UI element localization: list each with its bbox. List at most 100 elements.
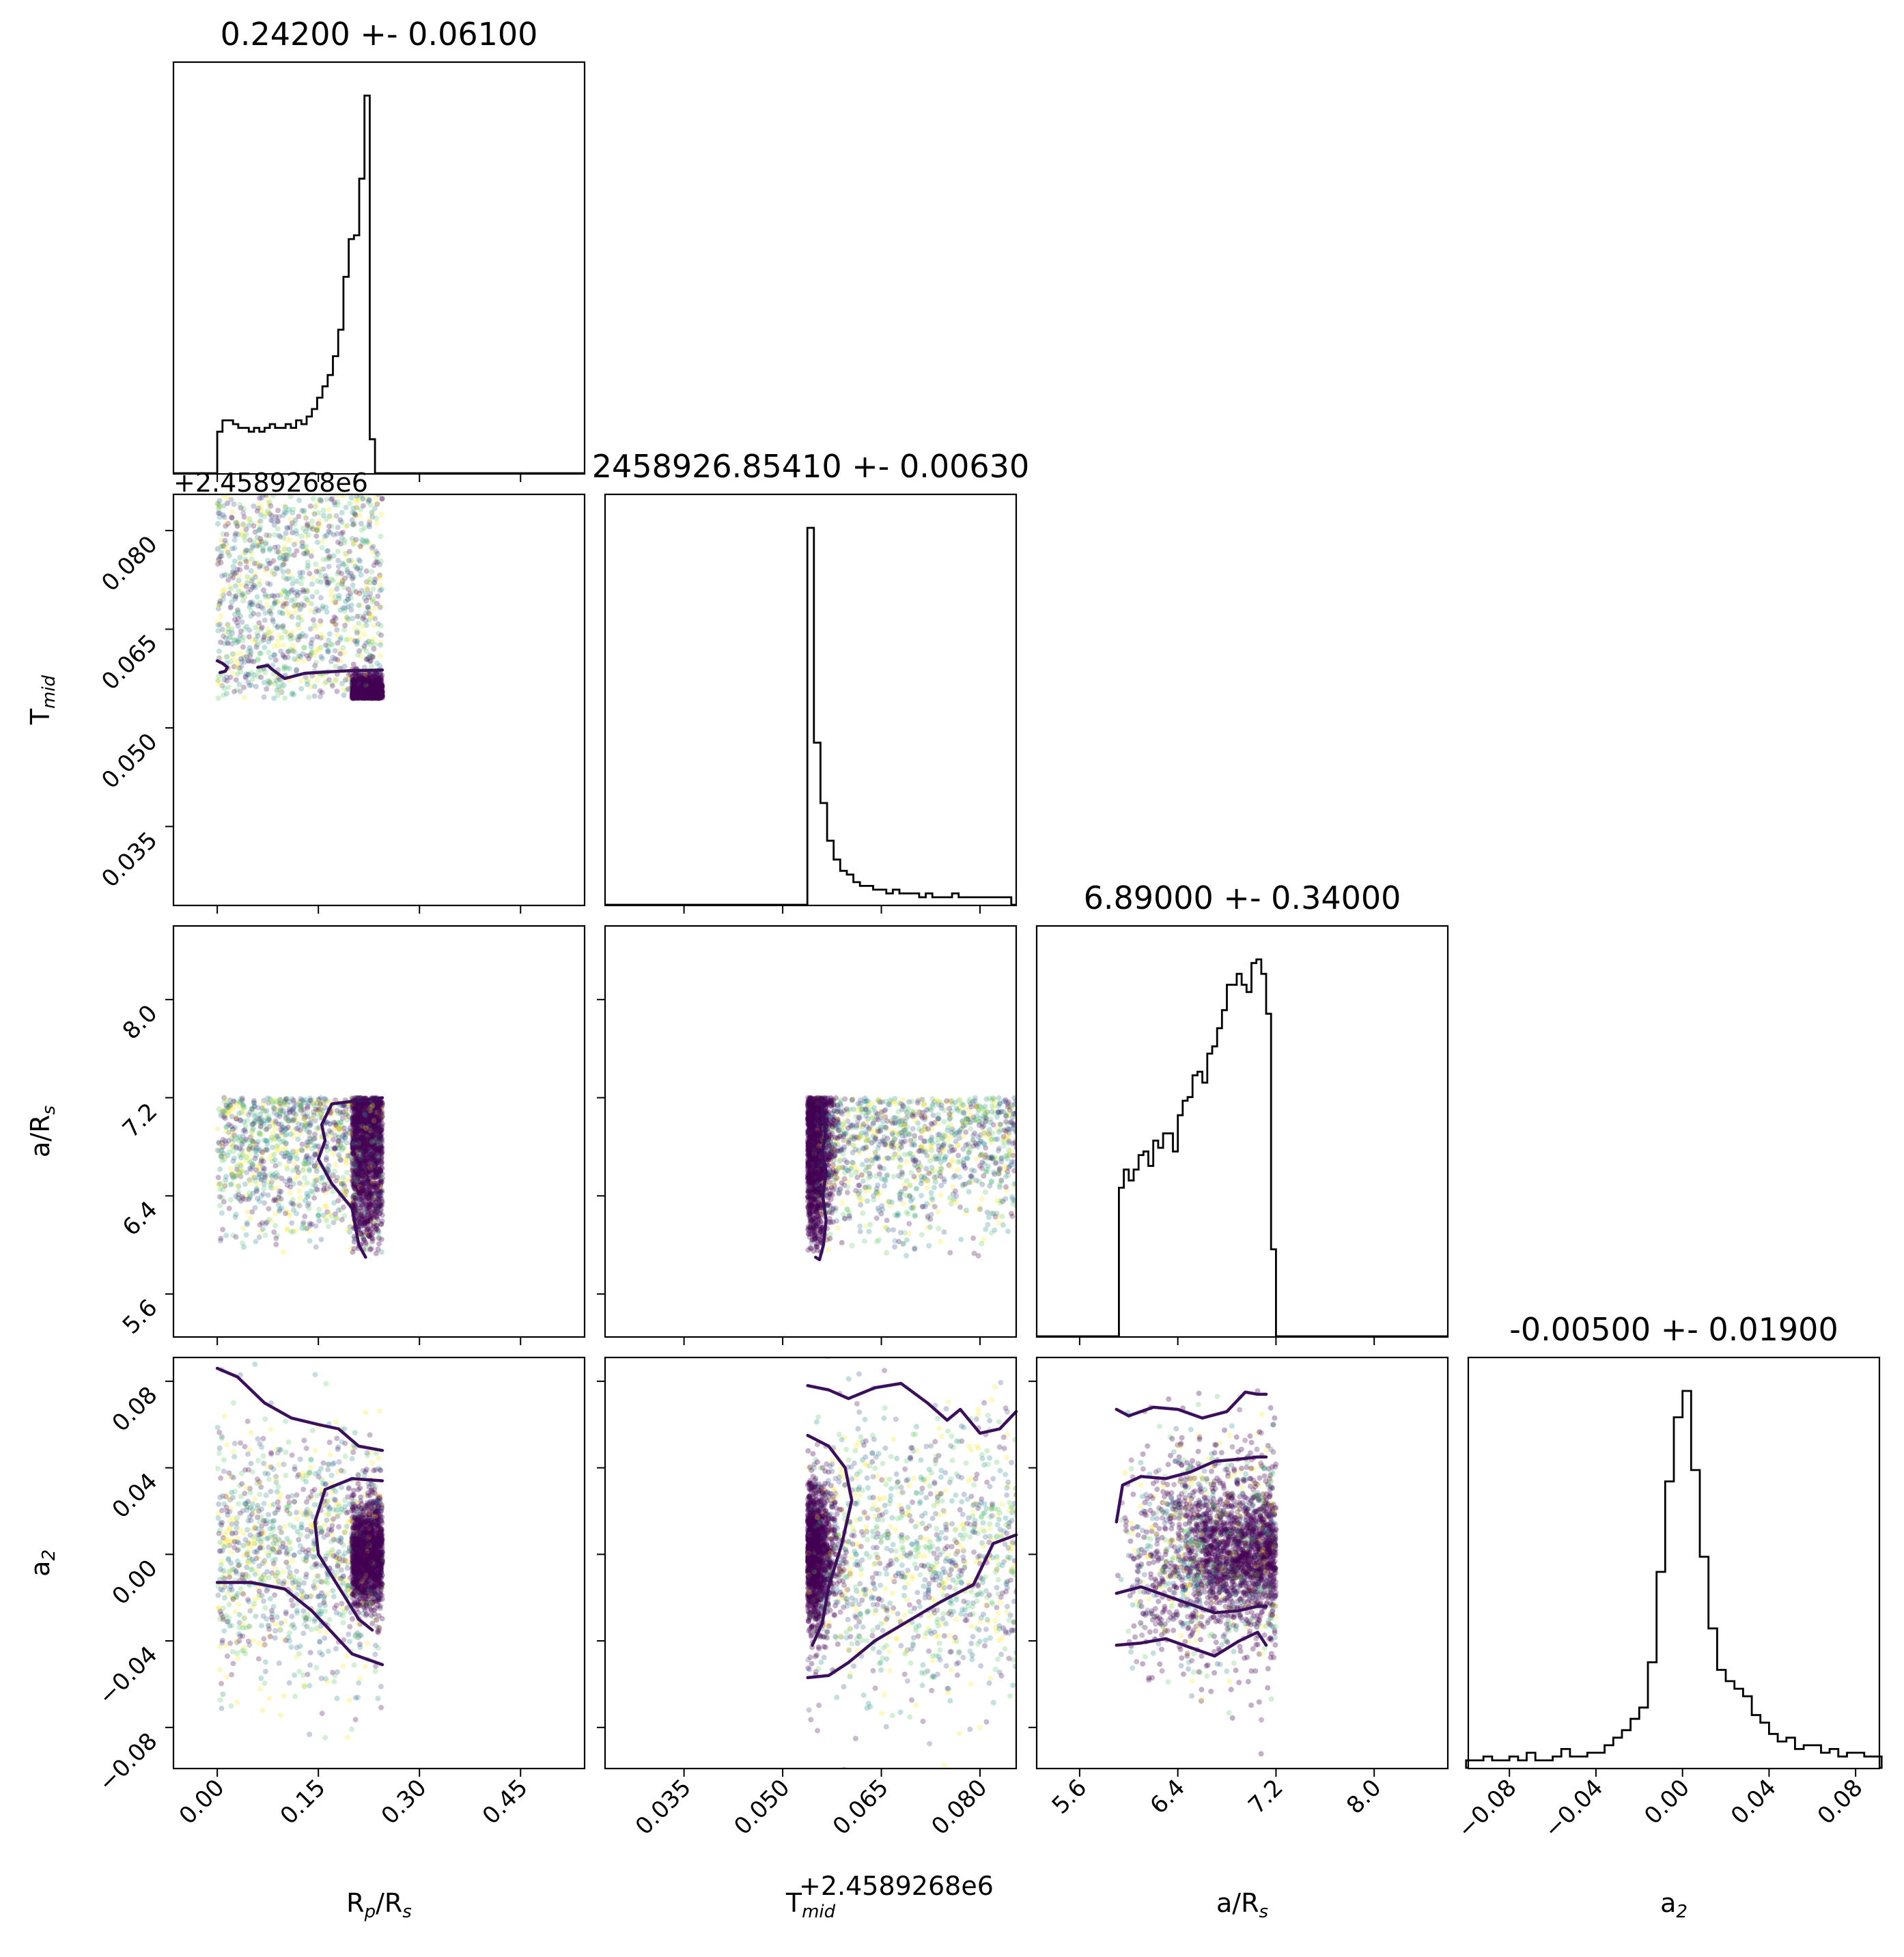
scatter-point <box>348 636 354 643</box>
scatter-point <box>364 692 370 698</box>
scatter-point <box>234 619 240 625</box>
scatter-point <box>254 630 260 636</box>
scatter-point <box>346 558 352 563</box>
scatter-point <box>371 690 377 696</box>
scatter-point <box>317 522 323 529</box>
scatter-point <box>372 692 378 698</box>
scatter-point <box>369 692 376 699</box>
scatter-point <box>303 633 309 639</box>
scatter-point <box>307 653 313 658</box>
scatter-point <box>365 684 371 690</box>
scatter-point <box>279 549 285 555</box>
scatter-point <box>290 576 296 581</box>
scatter-point <box>367 679 374 686</box>
scatter-point <box>363 648 369 654</box>
scatter-point <box>350 690 355 696</box>
scatter-point <box>377 663 383 669</box>
scatter-point <box>280 623 286 629</box>
scatter-point <box>266 678 272 684</box>
scatter-point <box>350 681 356 688</box>
scatter-point <box>367 694 373 701</box>
scatter-point <box>375 694 380 701</box>
scatter-point <box>310 496 316 502</box>
scatter-point <box>275 593 281 599</box>
scatter-point <box>350 582 356 588</box>
scatter-point <box>305 532 311 538</box>
scatter-point <box>350 560 356 566</box>
scatter-point <box>374 689 380 695</box>
scatter-point <box>348 495 354 501</box>
scatter-point <box>356 679 363 686</box>
scatter-point <box>268 1218 275 1224</box>
scatter-point <box>215 628 221 634</box>
scatter-point <box>356 686 362 692</box>
scatter-point <box>275 518 281 524</box>
scatter-point <box>359 690 365 696</box>
scatter-point <box>369 694 374 700</box>
scatter-point <box>305 600 311 606</box>
scatter-point <box>364 684 370 690</box>
scatter-point <box>283 510 289 516</box>
scatter-point <box>279 623 285 630</box>
scatter-point <box>376 686 382 692</box>
scatter-point <box>303 551 309 557</box>
scatter-point <box>350 677 356 684</box>
scatter-point <box>367 693 373 699</box>
scatter-point <box>361 690 367 695</box>
scatter-point <box>229 573 235 579</box>
scatter-point <box>361 595 367 601</box>
scatter-point <box>356 695 362 701</box>
scatter-point <box>361 681 367 687</box>
scatter-point <box>326 580 332 586</box>
scatter-point <box>375 684 381 690</box>
scatter-point <box>254 535 260 541</box>
scatter-point <box>353 679 359 686</box>
scatter-point <box>361 694 367 700</box>
scatter-point <box>224 678 230 684</box>
scatter-point <box>363 686 369 692</box>
scatter-point <box>359 690 365 696</box>
scatter-point <box>359 685 365 691</box>
scatter-point <box>256 564 262 570</box>
scatter-point <box>374 690 380 696</box>
scatter-point <box>266 681 272 687</box>
scatter-point <box>357 693 363 699</box>
scatter-point <box>335 1110 341 1116</box>
scatter-point <box>370 688 376 694</box>
scatter-point <box>222 572 227 578</box>
scatter-point <box>363 689 369 695</box>
scatter-point <box>352 679 358 686</box>
scatter-point <box>221 494 227 499</box>
scatter-point <box>236 681 242 688</box>
scatter-point <box>284 525 290 531</box>
scatter-point <box>335 1207 341 1213</box>
scatter-point <box>374 694 380 701</box>
scatter-point <box>335 548 341 554</box>
scatter-point <box>364 587 370 593</box>
scatter-point <box>373 692 379 698</box>
scatter-point <box>350 694 356 701</box>
scatter-point <box>349 535 355 541</box>
scatter-point <box>378 642 384 648</box>
scatter-point <box>355 688 361 694</box>
scatter-point <box>350 574 356 580</box>
scatter-point <box>361 681 367 688</box>
scatter-point <box>363 692 369 699</box>
scatter-point <box>243 531 249 537</box>
scatter-point <box>376 695 382 701</box>
scatter-point <box>368 688 374 694</box>
scatter-point <box>281 682 287 688</box>
scatter-point <box>373 1250 379 1256</box>
scatter-point <box>370 688 376 694</box>
scatter-point <box>262 645 268 651</box>
scatter-point <box>269 568 275 574</box>
scatter-point <box>262 632 268 638</box>
scatter-point <box>273 677 279 684</box>
scatter-point <box>374 687 380 693</box>
scatter-point <box>324 516 329 522</box>
scatter-point <box>361 685 367 691</box>
scatter-point <box>352 692 358 699</box>
scatter-point <box>229 1181 234 1187</box>
scatter-point <box>367 680 374 686</box>
scatter-point <box>294 1155 300 1161</box>
